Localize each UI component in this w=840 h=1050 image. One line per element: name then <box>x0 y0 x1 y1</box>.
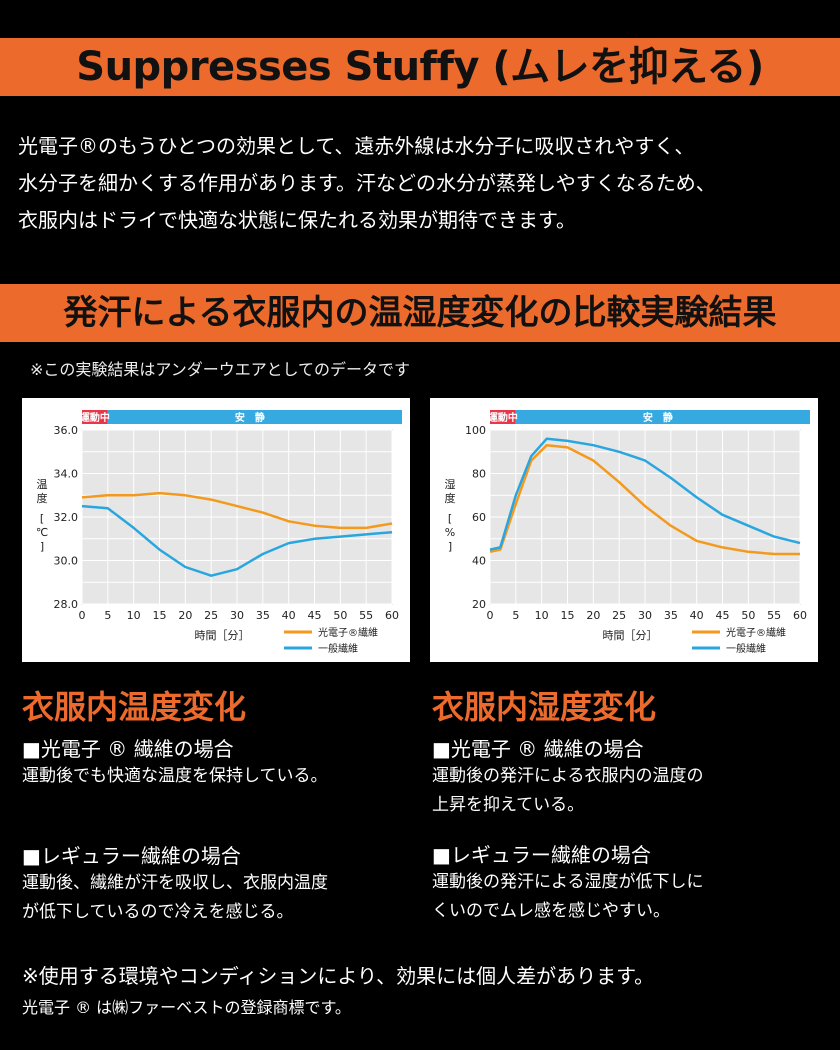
disclaimer: ※使用する環境やコンディションにより、効果には個人差があります。 <box>22 964 655 988</box>
x-tick-label: 35 <box>256 609 270 622</box>
humidity-chart-panel: 運動中 安 静 0 5 10 15 20 25 30 35 40 45 50 55 60 20 40 60 80 10… <box>430 398 818 662</box>
series-line-regular <box>489 437 801 551</box>
phase-bar-rest <box>107 410 402 424</box>
x-tick-label: 10 <box>127 609 141 622</box>
block-text: くいのでムレ感を感じやすい。 <box>432 901 670 921</box>
series-line-hikaridenshi <box>81 491 393 530</box>
x-tick-label: 45 <box>308 609 322 622</box>
x-tick-label: 40 <box>690 609 704 622</box>
y-axis-label-char: % <box>445 526 455 539</box>
temperature-chart: 運動中 安 静 0 5 10 15 20 25 30 35 40 45 50 55 60 28.0 30.0 32… <box>36 410 402 655</box>
block-title: ■光電子 ® 繊維の場合 <box>432 737 644 761</box>
block-text: 上昇を抑えている。 <box>432 795 585 815</box>
x-tick-label: 25 <box>612 609 626 622</box>
legend-label: 一般繊維 <box>318 642 358 655</box>
x-tick-label: 0 <box>487 609 494 622</box>
x-tick-label: 20 <box>586 609 600 622</box>
x-tick-label: 55 <box>359 609 373 622</box>
section-title: 発汗による衣服内の温湿度変化の比較実験結果 <box>63 293 777 333</box>
phase-label-rest: 安 静 <box>643 411 673 424</box>
intro-line: 衣服内はドライで快適な状態に保たれる効果が期待できます。 <box>18 208 576 232</box>
y-tick-label: 32.0 <box>54 511 79 524</box>
y-axis-label-char: 度 <box>37 491 48 505</box>
x-tick-label: 40 <box>282 609 296 622</box>
block-text: 運動後の発汗による湿度が低下しに <box>432 872 704 892</box>
intro-text: 光電子®のもうひとつの効果として、遠赤外線は水分子に吸収されやすく、 水分子を細… <box>18 128 828 239</box>
x-tick-label: 20 <box>178 609 192 622</box>
x-tick-label: 50 <box>333 609 347 622</box>
series-line-hikaridenshi <box>489 443 800 556</box>
title-banner: Suppresses Stuffy (ムレを抑える) <box>0 38 840 96</box>
block-text: 運動後、繊維が汗を吸収し、衣服内温度 <box>22 873 328 893</box>
phase-bar-exercise <box>82 410 108 424</box>
x-tick-label: 60 <box>793 609 807 622</box>
humidity-explanation: 衣服内湿度変化 ■光電子 ® 繊維の場合 運動後の発汗による衣服内の温度の 上昇… <box>432 680 822 926</box>
legend-label: 光電子®繊維 <box>726 626 786 639</box>
x-tick-label: 0 <box>79 609 86 622</box>
phase-label-exercise: 運動中 <box>488 411 518 424</box>
x-axis-label: 時間［分］ <box>195 629 250 642</box>
y-tick-label: 60 <box>472 511 486 524</box>
banner-title: Suppresses Stuffy (ムレを抑える) <box>76 44 764 90</box>
x-axis-label: 時間［分］ <box>603 629 658 642</box>
y-tick-label: 100 <box>465 424 486 437</box>
y-axis-label-char: ] <box>448 540 452 553</box>
humidity-heading: 衣服内湿度変化 <box>432 688 657 726</box>
x-tick-label: 5 <box>104 609 111 622</box>
legend-label: 光電子®繊維 <box>318 626 378 639</box>
y-axis-label-char: 度 <box>445 491 456 505</box>
section-banner: 発汗による衣服内の温湿度変化の比較実験結果 <box>0 284 840 342</box>
x-tick-label: 25 <box>204 609 218 622</box>
y-axis-label-char: ℃ <box>36 526 48 539</box>
phase-label-exercise: 運動中 <box>80 411 110 424</box>
x-tick-label: 45 <box>716 609 730 622</box>
experiment-note: ※この実験結果はアンダーウエアとしてのデータです <box>30 360 410 379</box>
y-axis-label-char: 温 <box>37 478 48 491</box>
phase-label-rest: 安 静 <box>235 411 265 424</box>
x-tick-label: 30 <box>638 609 652 622</box>
y-tick-label: 80 <box>472 468 486 481</box>
y-tick-label: 34.0 <box>54 468 79 481</box>
intro-line: 光電子®のもうひとつの効果として、遠赤外線は水分子に吸収されやすく、 <box>18 134 695 158</box>
temperature-explanation: 衣服内温度変化 ■光電子 ® 繊維の場合 運動後でも快適な温度を保持している。 … <box>22 680 412 927</box>
phase-bar-exercise <box>490 410 516 424</box>
x-tick-label: 55 <box>767 609 781 622</box>
y-tick-label: 30.0 <box>54 555 79 568</box>
x-tick-label: 5 <box>512 609 519 622</box>
temperature-heading: 衣服内温度変化 <box>22 688 247 726</box>
y-axis-label-char: [ <box>40 512 44 525</box>
y-tick-label: 40 <box>472 555 486 568</box>
x-tick-label: 35 <box>664 609 678 622</box>
humidity-chart: 運動中 安 静 0 5 10 15 20 25 30 35 40 45 50 55 60 20 40 60 80 10… <box>445 410 810 655</box>
x-tick-label: 50 <box>741 609 755 622</box>
legend-label: 一般繊維 <box>726 642 766 655</box>
block-text: が低下しているので冷えを感じる。 <box>22 902 294 922</box>
y-axis-label-char: ] <box>40 540 44 553</box>
block-title: ■光電子 ® 繊維の場合 <box>22 737 234 761</box>
phase-bar-rest <box>515 410 810 424</box>
block-title: ■レギュラー繊維の場合 <box>22 844 241 868</box>
y-tick-label: 28.0 <box>54 598 79 611</box>
y-axis-label-char: 湿 <box>445 478 456 491</box>
x-tick-label: 10 <box>535 609 549 622</box>
y-tick-label: 36.0 <box>54 424 79 437</box>
block-title: ■レギュラー繊維の場合 <box>432 843 651 867</box>
block-text: 運動後でも快適な温度を保持している。 <box>22 766 328 786</box>
series-line-regular <box>81 504 393 577</box>
y-tick-label: 20 <box>472 598 486 611</box>
x-tick-label: 15 <box>561 609 575 622</box>
y-axis-label-char: [ <box>448 512 452 525</box>
block-text: 運動後の発汗による衣服内の温度の <box>432 766 704 786</box>
x-tick-label: 60 <box>385 609 399 622</box>
intro-line: 水分子を細かくする作用があります。汗などの水分が蒸発しやすくなるため、 <box>18 171 716 195</box>
trademark-note: 光電子 ® は㈱ファーベストの登録商標です。 <box>22 998 351 1017</box>
x-tick-label: 30 <box>230 609 244 622</box>
x-tick-label: 15 <box>153 609 167 622</box>
temperature-chart-panel: 運動中 安 静 0 5 10 15 20 25 30 35 40 45 50 55 60 28.0 30.0 32… <box>22 398 410 662</box>
